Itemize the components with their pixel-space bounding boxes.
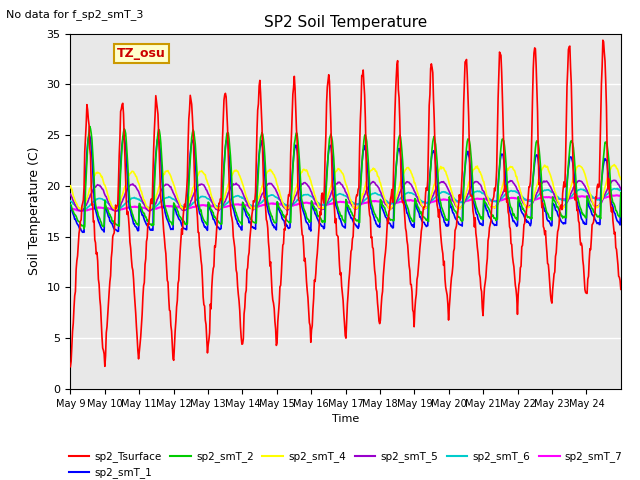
Text: No data for f_sp2_smT_3: No data for f_sp2_smT_3 bbox=[6, 9, 144, 20]
Text: TZ_osu: TZ_osu bbox=[117, 47, 166, 60]
X-axis label: Time: Time bbox=[332, 414, 359, 424]
Y-axis label: Soil Temperature (C): Soil Temperature (C) bbox=[28, 147, 41, 276]
Legend: sp2_Tsurface, sp2_smT_1, sp2_smT_2, sp2_smT_4, sp2_smT_5, sp2_smT_6, sp2_smT_7: sp2_Tsurface, sp2_smT_1, sp2_smT_2, sp2_… bbox=[65, 447, 627, 480]
Title: SP2 Soil Temperature: SP2 Soil Temperature bbox=[264, 15, 428, 30]
